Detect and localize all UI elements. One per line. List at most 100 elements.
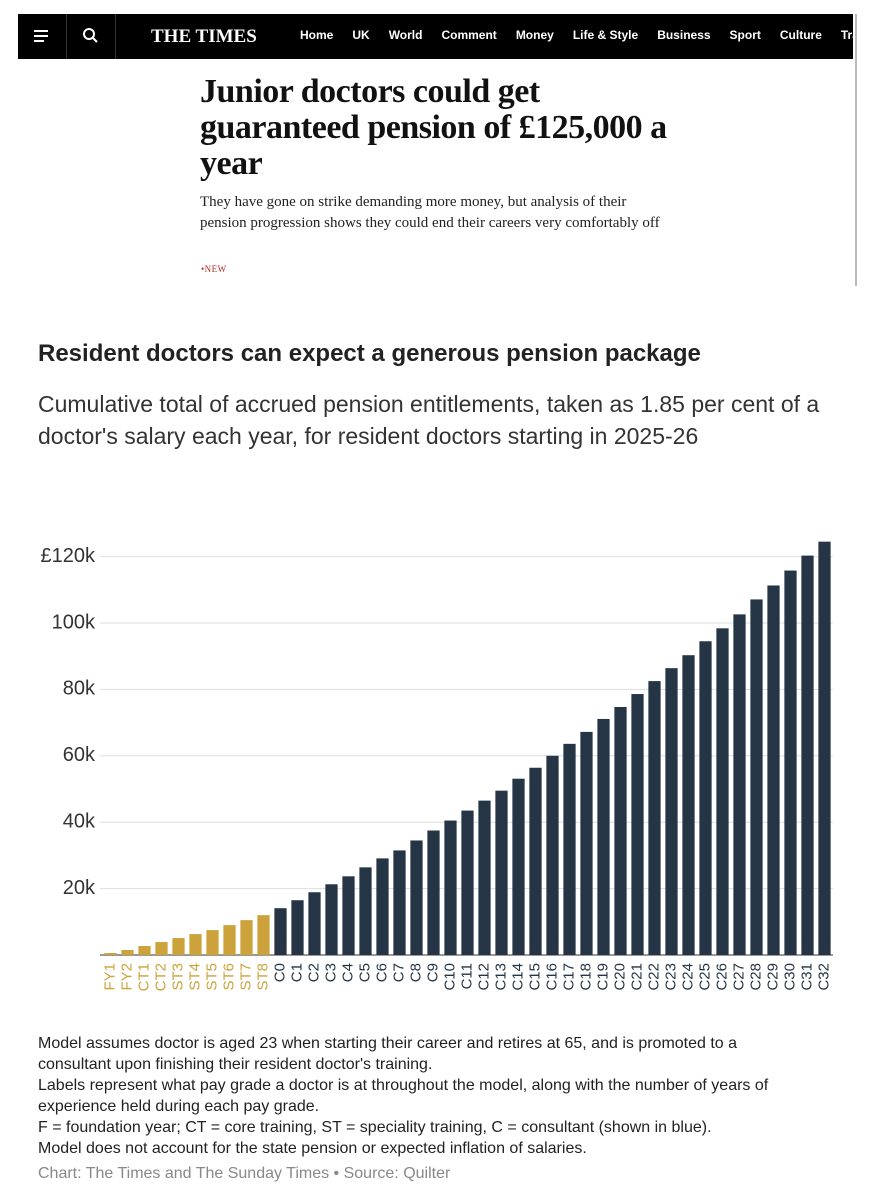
menu-button[interactable] <box>18 14 67 59</box>
bar <box>223 925 236 955</box>
scrollbar <box>855 14 857 286</box>
search-icon <box>83 28 98 43</box>
x-tick-label: C32 <box>815 963 832 991</box>
x-tick-label: C19 <box>594 963 611 991</box>
x-tick-label: C31 <box>798 963 815 991</box>
nav-item[interactable]: Sport <box>729 28 761 42</box>
x-tick-label: C12 <box>475 963 492 991</box>
search-button[interactable] <box>67 14 116 59</box>
bar <box>631 694 644 955</box>
bar <box>614 706 627 955</box>
note: Model does not account for the state pen… <box>38 1140 587 1157</box>
bar <box>291 900 304 955</box>
nav-item[interactable]: Business <box>657 28 711 42</box>
bar <box>155 942 168 955</box>
nav-item[interactable]: Travel <box>840 28 876 42</box>
bar <box>410 840 423 955</box>
logo[interactable]: THE TIMES <box>151 26 257 47</box>
x-tick-label: C15 <box>526 963 543 991</box>
bar <box>580 731 593 955</box>
bar <box>733 614 746 955</box>
standfirst: They have gone on strike demanding more … <box>200 194 660 231</box>
bar <box>461 810 474 955</box>
bar <box>104 953 117 955</box>
bar <box>121 950 134 955</box>
x-tick-label: C1 <box>288 963 305 982</box>
x-tick-label: C28 <box>747 963 764 991</box>
x-tick-label: C27 <box>730 963 747 991</box>
bar <box>648 681 661 955</box>
bar <box>240 920 253 955</box>
nav-item[interactable]: Comment <box>441 28 497 42</box>
x-tick-label: C22 <box>645 963 662 991</box>
nav-item[interactable]: Money <box>515 28 554 42</box>
x-tick-label: CT1 <box>135 963 152 991</box>
x-tick-label: C21 <box>628 963 645 991</box>
bar <box>359 867 372 955</box>
x-tick-label: C25 <box>696 963 713 991</box>
y-tick-label: 100k <box>52 611 96 633</box>
x-tick-label: ST3 <box>169 963 186 991</box>
y-tick-label: £120k <box>41 545 96 567</box>
x-tick-label: ST8 <box>254 963 271 991</box>
nav-item[interactable]: Life & Style <box>572 28 639 42</box>
nav-item[interactable]: Home <box>300 28 334 42</box>
y-tick-label: 60k <box>63 744 96 766</box>
bar <box>444 820 457 955</box>
note: F = foundation year; CT = core training,… <box>38 1119 712 1136</box>
bar <box>376 858 389 955</box>
bar <box>563 743 576 955</box>
x-tick-label: C3 <box>322 963 339 982</box>
note: Model assumes doctor is aged 23 when sta… <box>38 1035 738 1073</box>
x-tick-label: C16 <box>543 963 560 991</box>
bar <box>189 934 202 955</box>
x-tick-label: C13 <box>492 963 509 991</box>
bar <box>427 830 440 955</box>
y-tick-label: 40k <box>63 810 96 832</box>
bar <box>308 892 321 955</box>
nav-items: Home UK World Comment Money Life & Style Busin… <box>300 28 879 42</box>
bar <box>172 938 185 955</box>
x-tick-label: C7 <box>390 963 407 982</box>
x-tick-label: ST5 <box>203 963 220 991</box>
bar <box>750 599 763 955</box>
x-tick-label: C24 <box>679 963 696 991</box>
x-tick-label: C30 <box>781 963 798 991</box>
menu-icon <box>34 30 48 42</box>
x-tick-label: C10 <box>441 963 458 991</box>
notes: Model assumes doctor is aged 23 when sta… <box>38 1033 788 1159</box>
x-tick-label: C5 <box>356 963 373 982</box>
x-tick-label: C0 <box>271 963 288 982</box>
bar <box>597 718 610 955</box>
x-tick-label: C2 <box>305 963 322 982</box>
x-tick-label: CT2 <box>152 963 169 991</box>
nav-item[interactable]: UK <box>352 28 370 42</box>
x-tick-label: C17 <box>560 963 577 991</box>
x-tick-label: FY1 <box>101 963 118 991</box>
x-tick-label: C18 <box>577 963 594 991</box>
nav-item[interactable]: Culture <box>779 28 822 42</box>
x-tick-label: C6 <box>373 963 390 982</box>
bar <box>784 570 797 955</box>
y-tick-label: 80k <box>63 678 96 700</box>
bar <box>393 850 406 955</box>
x-tick-label: C14 <box>509 963 526 991</box>
bar <box>206 930 219 955</box>
bar <box>665 668 678 955</box>
x-tick-label: C29 <box>764 963 781 991</box>
chart-title: Resident doctors can expect a generous p… <box>38 340 701 367</box>
bar <box>495 790 508 955</box>
x-tick-label: C23 <box>662 963 679 991</box>
bar <box>257 915 270 955</box>
tag: NEW <box>201 264 227 274</box>
x-tick-label: ST4 <box>186 963 203 991</box>
bar <box>767 585 780 955</box>
x-tick-label: C9 <box>424 963 441 982</box>
nav-item[interactable]: World <box>388 28 423 42</box>
bar <box>138 946 151 955</box>
bar <box>801 555 814 955</box>
x-tick-label: C26 <box>713 963 730 991</box>
bar <box>325 884 338 955</box>
bar <box>478 800 491 955</box>
